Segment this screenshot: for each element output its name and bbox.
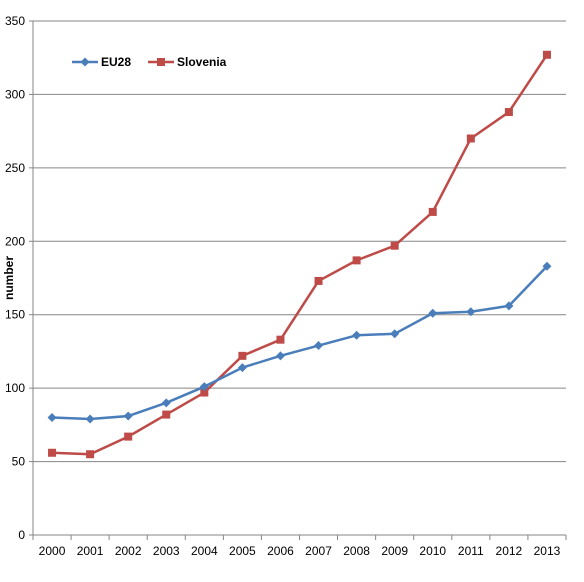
x-tick-label: 2009: [381, 544, 408, 558]
data-point: [352, 256, 361, 265]
data-point: [352, 330, 362, 340]
data-point: [123, 411, 133, 421]
data-point: [276, 335, 285, 344]
x-tick-label: 2013: [534, 544, 561, 558]
series: [47, 50, 552, 459]
x-tick-label: 2012: [496, 544, 523, 558]
series-eu28: [47, 261, 552, 424]
x-tick-label: 2007: [305, 544, 332, 558]
data-point: [161, 398, 171, 408]
x-tick-label: 2003: [153, 544, 180, 558]
legend-label: Slovenia: [177, 55, 227, 69]
series-slovenia: [48, 50, 551, 459]
x-tick-label: 2000: [39, 544, 66, 558]
data-point: [466, 307, 476, 317]
y-tick-label: 100: [5, 381, 25, 395]
data-point: [314, 276, 323, 285]
x-tick-label: 2006: [267, 544, 294, 558]
y-tick-label: 350: [5, 14, 25, 28]
series-line: [51, 265, 548, 421]
series-line: [51, 54, 549, 456]
y-tick-label: 300: [5, 87, 25, 101]
data-point: [504, 301, 514, 311]
y-tick-label: 0: [18, 528, 25, 542]
data-point: [124, 432, 133, 441]
x-tick-label: 2002: [115, 544, 142, 558]
x-tick-label: 2010: [419, 544, 446, 558]
legend-item-slovenia: Slovenia: [148, 55, 227, 69]
x-tick-label: 2008: [343, 544, 370, 558]
data-point: [48, 448, 57, 457]
data-point: [542, 50, 551, 59]
data-point: [237, 363, 247, 373]
data-point: [275, 351, 285, 361]
data-point: [162, 410, 171, 419]
x-tick-label: 2001: [77, 544, 104, 558]
y-tick-label: 200: [5, 234, 25, 248]
y-axis-title: number: [2, 256, 16, 300]
data-point: [86, 450, 95, 459]
legend-swatch-marker: [157, 58, 165, 66]
x-tick-labels: 2000 2001 2002 2003 2004 2005 2006 2007 2008 2009…: [39, 544, 561, 558]
y-tick-label: 150: [5, 308, 25, 322]
y-tick-label: 250: [5, 161, 25, 175]
data-point: [542, 261, 552, 271]
data-point: [47, 413, 57, 423]
data-point: [428, 207, 437, 216]
gridlines: [33, 20, 566, 463]
data-point: [504, 108, 513, 117]
legend: EU28 Slovenia: [72, 55, 227, 69]
y-tick-label: 50: [12, 455, 26, 469]
data-point: [390, 241, 399, 250]
data-point: [314, 341, 324, 351]
legend-item-eu28: EU28: [72, 55, 131, 69]
data-point: [466, 134, 475, 143]
x-tick-label: 2005: [229, 544, 256, 558]
x-tick-label: 2004: [191, 544, 218, 558]
legend-swatch-marker: [80, 57, 90, 67]
data-point: [238, 351, 247, 360]
data-point: [199, 382, 209, 392]
data-point: [390, 329, 400, 339]
data-point: [85, 414, 95, 424]
y-tick-labels: 0 50 100 150 200 250 300 350: [5, 14, 25, 542]
data-point: [200, 388, 209, 397]
legend-label: EU28: [101, 55, 131, 69]
x-tick-label: 2011: [458, 544, 484, 558]
data-point: [428, 308, 438, 318]
axes: [29, 20, 567, 540]
